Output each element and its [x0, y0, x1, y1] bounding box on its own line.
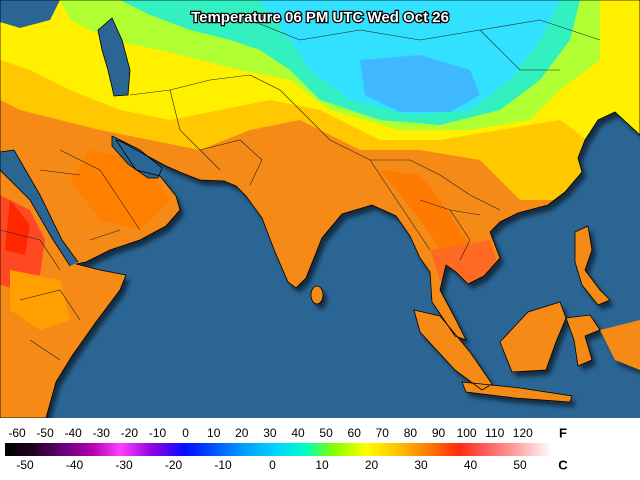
border: [169, 89, 263, 186]
fahrenheit-label: 60: [348, 426, 362, 440]
celsius-label: 0: [269, 458, 276, 472]
fahrenheit-label: 80: [404, 426, 418, 440]
fahrenheit-label: -40: [65, 426, 83, 440]
caspian-sea: [98, 18, 130, 96]
celsius-label: -30: [115, 458, 133, 472]
celsius-label: 30: [414, 458, 428, 472]
persian-gulf: [112, 136, 162, 178]
celsius-label: 40: [464, 458, 478, 472]
coastlines: [0, 0, 640, 419]
scale-labels: -60 -50 -40 -30 -20 -10 0 10 20 30 40 50 60 70 80 90 100…: [8, 426, 533, 472]
fahrenheit-label: 120: [513, 426, 533, 440]
fahrenheit-label: -10: [149, 426, 167, 440]
celsius-label: 10: [315, 458, 329, 472]
fahrenheit-label: -50: [36, 426, 54, 440]
fahrenheit-label: 30: [263, 426, 277, 440]
red-sea: [0, 150, 78, 266]
field-orange-light: [10, 270, 70, 330]
celsius-label: -20: [165, 458, 183, 472]
fahrenheit-unit: F: [559, 425, 567, 440]
fahrenheit-label: 50: [319, 426, 333, 440]
black-sea: [0, 0, 60, 28]
border: [0, 229, 81, 361]
seas: [0, 0, 162, 266]
celsius-label: 20: [365, 458, 379, 472]
fahrenheit-label: 110: [485, 426, 504, 440]
borders: [0, 19, 601, 361]
red-sea-coast: [0, 149, 79, 267]
border: [249, 19, 601, 71]
caspian-coast: [97, 17, 131, 97]
celsius-label: -40: [66, 458, 84, 472]
field-hot: [5, 200, 30, 255]
border: [39, 149, 141, 241]
celsius-label: -50: [16, 458, 34, 472]
border: [369, 159, 481, 261]
sri-lanka-coast: [310, 285, 324, 305]
fahrenheit-label: 70: [376, 426, 390, 440]
fahrenheit-label: 90: [432, 426, 446, 440]
fahrenheit-label: 100: [457, 426, 477, 440]
fahrenheit-label: -60: [8, 426, 26, 440]
color-scale: [5, 443, 552, 456]
border: [129, 74, 501, 211]
celsius-unit: C: [558, 457, 568, 472]
fahrenheit-label: 0: [182, 426, 189, 440]
fahrenheit-label: -20: [121, 426, 139, 440]
gulf-coast: [111, 135, 163, 179]
map-title: Temperature 06 PM UTC Wed Oct 26: [191, 9, 449, 26]
fahrenheit-label: -30: [93, 426, 111, 440]
fahrenheit-label: 20: [235, 426, 249, 440]
field-blue: [360, 55, 480, 112]
fahrenheit-label: 40: [291, 426, 305, 440]
fahrenheit-label: 10: [207, 426, 221, 440]
celsius-label: 50: [513, 458, 527, 472]
island-coast: [413, 225, 611, 403]
celsius-label: -10: [214, 458, 232, 472]
